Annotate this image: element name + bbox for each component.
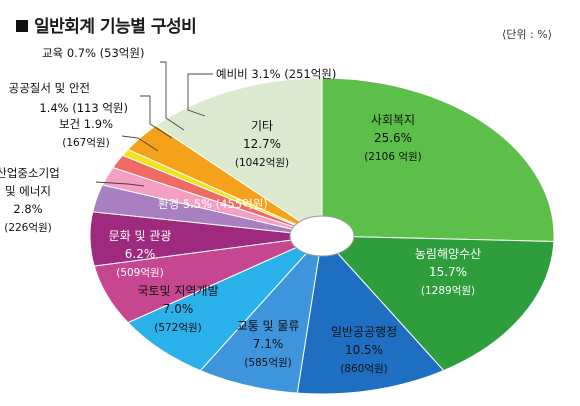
unit-note: ⟨단위 : %⟩: [502, 28, 552, 41]
slice-3: [199, 234, 323, 394]
slice-label-1-percent: 15.7%: [429, 265, 467, 279]
slice-label-6-full: 환경 5.5% (455억원): [158, 197, 268, 211]
slice-label-7-name-1: 산업중소기업: [0, 166, 60, 180]
slice-label-11-full: 예비비 3.1% (251억원): [216, 67, 336, 81]
slice-label-2-percent: 10.5%: [345, 343, 383, 357]
slice-label-5-name: 문화 및 관광: [109, 229, 172, 243]
slice-label-4-name: 국토및 지역개발: [137, 284, 218, 298]
leader-line-11: [187, 73, 213, 117]
slice-label-12-amount: (1042억원): [235, 157, 289, 169]
slice-2: [296, 234, 445, 395]
leader-line-10: [160, 61, 185, 131]
leader-line-9: [140, 95, 173, 139]
slice-label-7-name-2: 및 에너지: [5, 184, 51, 198]
slice-label-0-amount: (2106 억원): [364, 151, 422, 163]
slice-label-2-name: 일반공공행정: [331, 324, 397, 339]
slice-label-7-amount: (226억원): [4, 222, 52, 234]
slice-0: [321, 77, 555, 242]
slice-label-8-amount: (167억원): [62, 137, 110, 149]
slice-label-9-name: 공공질서 및 안전: [9, 81, 90, 95]
slice-label-3-percent: 7.1%: [253, 337, 284, 351]
leader-line-7: [95, 181, 145, 187]
slice-1: [320, 235, 555, 372]
slice-label-4-amount: (572억원): [154, 322, 202, 334]
slice-label-8-name: 보건 1.9%: [59, 117, 113, 131]
slice-label-1-amount: (1289억원): [421, 285, 475, 297]
pie-slices: [89, 77, 555, 395]
slice-label-5-amount: (509억원): [116, 267, 164, 279]
slice-label-12-percent: 12.7%: [243, 137, 281, 151]
chart-title: 일반회계 기능별 구성비: [16, 12, 197, 37]
leader-lines: [95, 61, 213, 187]
slice-label-9-detail: 1.4% (113 억원): [39, 101, 128, 115]
slice-label-1-name: 농림해양수산: [415, 247, 481, 261]
slice-label-4-percent: 7.0%: [163, 302, 194, 316]
slice-label-0-percent: 25.6%: [374, 131, 412, 145]
slice-label-7-percent: 2.8%: [13, 202, 42, 216]
title-square-icon: [16, 20, 28, 32]
slice-label-0-name: 사회복지: [371, 113, 415, 127]
slice-label-5-percent: 6.2%: [125, 247, 156, 261]
slice-label-10-full: 교육 0.7% (53억원): [42, 46, 144, 60]
slice-label-3-amount: (585억원): [244, 357, 292, 369]
slice-label-12-name: 기타: [251, 119, 273, 133]
slice-label-2-amount: (860억원): [340, 363, 388, 375]
slice-label-3-name: 교통 및 물류: [237, 319, 300, 333]
center-hole: [289, 215, 355, 257]
slice-4: [127, 235, 323, 372]
chart-title-text: 일반회계 기능별 구성비: [34, 17, 197, 37]
leader-line-8: [121, 135, 159, 152]
slice-labels: 사회복지 25.6% (2106 억원) 농림해양수산 15.7% (1289억원) 일반공…: [0, 46, 481, 375]
